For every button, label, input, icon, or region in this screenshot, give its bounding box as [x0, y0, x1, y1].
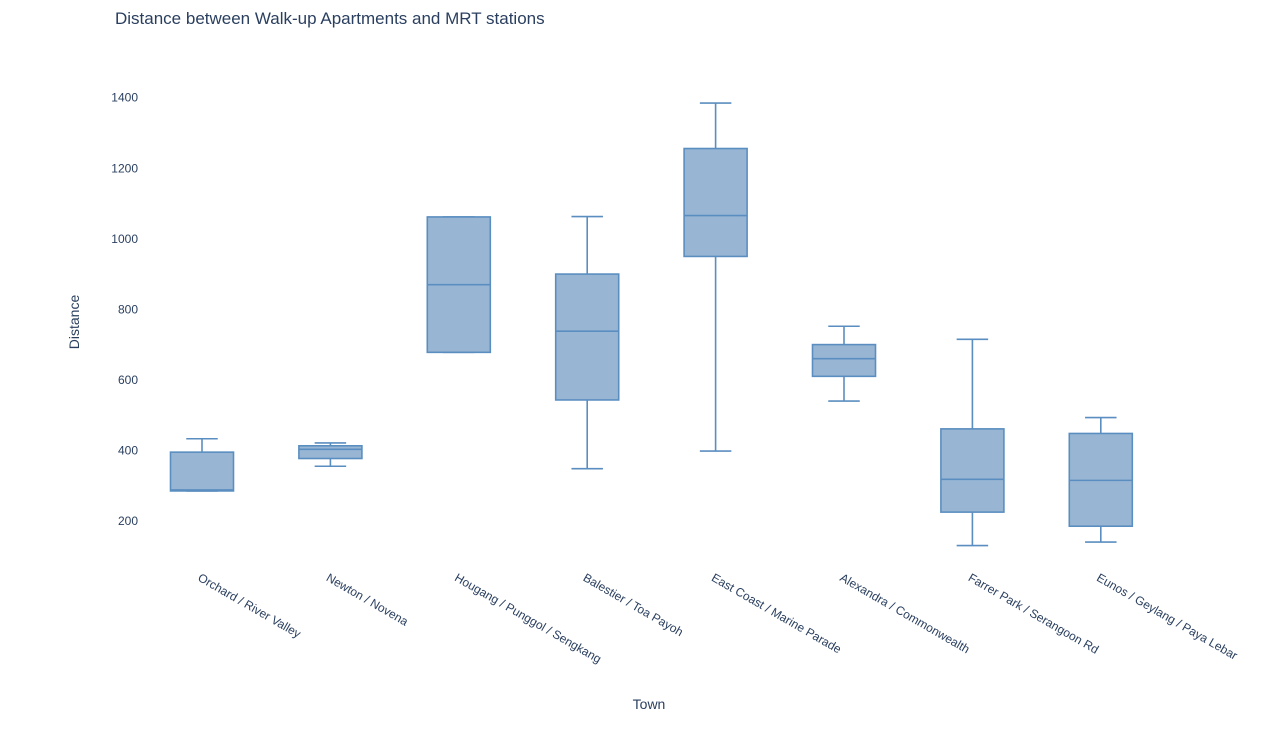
- y-axis-ticks: 200 400 600 800 1000 1200 1400: [111, 91, 138, 528]
- x-tick-label: Hougang / Punggol / Sengkang: [452, 570, 603, 666]
- x-tick-label: Alexandra / Commonwealth: [838, 570, 973, 656]
- box-iqr: [554, 273, 620, 401]
- y-axis-title: Distance: [66, 295, 82, 350]
- chart-title: Distance between Walk-up Apartments and …: [115, 9, 545, 28]
- box-4: [554, 215, 620, 470]
- boxes-layer: [169, 102, 1134, 547]
- x-axis-title: Town: [633, 696, 666, 712]
- x-axis-ticks: Orchard / River Valley Newton / Novena Hou…: [196, 570, 1240, 666]
- x-tick-label: Balestier / Toa Payoh: [581, 570, 686, 639]
- box-2: [298, 442, 363, 468]
- box-iqr: [683, 147, 748, 258]
- box-6: [811, 325, 877, 402]
- box-iqr: [811, 343, 877, 378]
- x-tick-label: Newton / Novena: [324, 570, 411, 628]
- y-tick-label: 400: [118, 443, 138, 457]
- box-7: [940, 338, 1005, 547]
- box-iqr: [298, 445, 363, 460]
- y-tick-label: 800: [118, 302, 138, 316]
- y-tick-label: 1200: [111, 161, 138, 175]
- box-iqr: [940, 428, 1005, 513]
- y-tick-label: 1000: [111, 232, 138, 246]
- x-tick-label: Farrer Park / Serangoon Rd: [966, 570, 1101, 656]
- box-5: [683, 102, 748, 452]
- y-tick-label: 600: [118, 373, 138, 387]
- box-3: [426, 216, 492, 354]
- x-tick-label: East Coast / Marine Parade: [709, 570, 844, 656]
- box-8: [1068, 416, 1134, 543]
- x-tick-label: Orchard / River Valley: [196, 570, 304, 640]
- y-tick-label: 200: [118, 514, 138, 528]
- box-iqr: [169, 451, 235, 492]
- x-tick-label: Eunos / Geylang / Paya Lebar: [1094, 570, 1240, 662]
- box-1: [169, 437, 235, 492]
- y-tick-label: 1400: [111, 91, 138, 105]
